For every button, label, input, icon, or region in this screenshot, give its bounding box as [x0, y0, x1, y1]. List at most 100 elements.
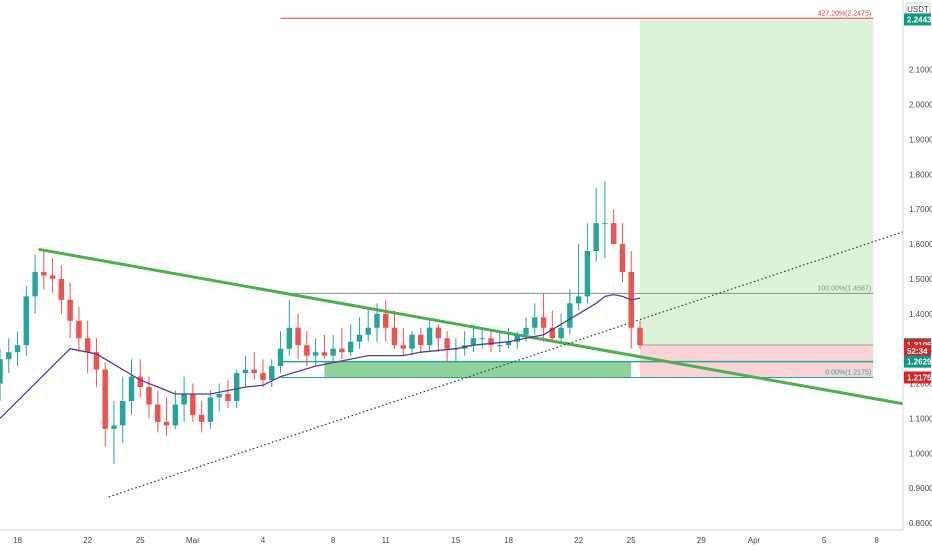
candle-body [233, 373, 240, 401]
time-axis-bg [0, 530, 932, 550]
overlay-layer [0, 293, 641, 419]
x-tick-label: 11 [382, 536, 391, 545]
candle-body [567, 303, 573, 328]
candle-body [216, 394, 222, 398]
candle-body [172, 404, 179, 426]
candle-body [198, 414, 205, 422]
candle-body [155, 404, 161, 422]
candle-body [479, 338, 485, 340]
candle-body [549, 327, 556, 339]
candle-body [470, 338, 477, 346]
candle-body [242, 369, 249, 374]
candle-body [102, 369, 108, 429]
candle-body [32, 271, 38, 297]
price-tag-label: 1.2175 [907, 373, 932, 382]
descending-trendline [38, 247, 904, 406]
x-tick-label: 25 [136, 536, 145, 545]
candle-body [84, 338, 91, 353]
candle-body [67, 299, 73, 321]
x-tick-label: 25 [627, 536, 636, 545]
price-tag [904, 13, 931, 26]
candle-body [0, 359, 3, 384]
candle-body [400, 345, 406, 349]
candle-body [523, 327, 529, 335]
x-tick-label: Mar [186, 536, 200, 545]
candle-body [575, 296, 582, 304]
candle-body [602, 223, 608, 225]
price-axis-bg [903, 0, 932, 550]
candle-body [444, 338, 450, 349]
x-tick-label: 8 [331, 536, 336, 545]
y-tick-label: 1.0000 [909, 449, 932, 458]
candle-body [435, 327, 442, 339]
candle-body [505, 341, 512, 346]
x-tick-label: 29 [697, 536, 706, 545]
candle-body [93, 352, 100, 370]
candle-body [23, 296, 30, 346]
candle-body [558, 327, 564, 339]
y-tick-label: 1.7000 [909, 205, 932, 214]
candle-body [619, 244, 626, 272]
candle-body [514, 334, 520, 342]
candle-body [269, 366, 275, 381]
candle-body [488, 338, 494, 346]
candles-layer [0, 181, 643, 464]
x-tick-label: Apr [748, 536, 761, 545]
candle-body [312, 352, 319, 356]
candle-body [260, 373, 266, 381]
x-tick-label: 8 [874, 536, 879, 545]
candle-body [593, 223, 599, 252]
currency-label: USDT [907, 5, 929, 14]
y-tick-label: 1.6000 [909, 240, 932, 249]
fib-level-label: 0.00%(1.2175) [825, 369, 871, 376]
x-tick-label: 22 [83, 536, 92, 545]
candle-body [365, 327, 371, 335]
x-tick-label: 15 [451, 536, 460, 545]
candle-body [383, 313, 389, 328]
candle-body [41, 271, 47, 276]
y-tick-label: 0.9000 [909, 484, 932, 493]
demand-zone [324, 361, 632, 378]
price-tag [904, 345, 931, 358]
candle-body [120, 400, 126, 426]
candle-body [163, 421, 170, 426]
x-tick-label: 5 [822, 536, 827, 545]
time-axis[interactable]: 18 22 25 Mar 4 8 11 15 18 22 25 29 Apr 5 8 [0, 529, 932, 550]
x-tick-label: 22 [574, 536, 583, 545]
candle-body [295, 327, 301, 346]
candle-body [58, 278, 65, 300]
candle-body [497, 345, 503, 347]
candle-body [610, 223, 617, 245]
candle-body [409, 334, 415, 349]
candle-body [76, 320, 82, 339]
position-profit-zone [639, 19, 874, 346]
fib-level-label: 427.20%(2.2475) [817, 10, 871, 17]
y-tick-label: 1.8000 [909, 170, 932, 179]
price-axis[interactable]: USDT 2.1000 2.0000 1.9000 1.8000 1.7000 1.6000… [902, 0, 932, 550]
candle-body [374, 313, 380, 328]
candle-body [137, 376, 143, 388]
candle-body [181, 394, 187, 405]
zones-layer [280, 19, 874, 378]
candle-body [14, 345, 21, 353]
y-tick-label: 0.8000 [909, 519, 932, 528]
candle-body [277, 348, 284, 367]
lines-layer: 427.20%(2.2475) 100.00%(1.4587) 0.00%(1.21… [38, 10, 904, 498]
y-tick-label: 2.0000 [909, 101, 932, 110]
candle-body [356, 334, 363, 342]
y-tick-label: 1.2000 [909, 380, 932, 389]
y-tick-label: 1.4000 [909, 310, 932, 319]
candle-body [128, 376, 135, 401]
candle-body [207, 397, 214, 422]
candle-body [251, 369, 257, 374]
y-tick-label: 1.9000 [909, 135, 932, 144]
price-tag [904, 371, 931, 384]
candle-body [637, 327, 643, 346]
moving-average-line [0, 293, 641, 419]
candle-body [532, 317, 538, 328]
price-tag-label: 2.2443 [907, 15, 932, 24]
price-tag-label: 1.2629 [907, 358, 932, 367]
candle-body [540, 317, 547, 328]
candle-body [146, 387, 152, 405]
